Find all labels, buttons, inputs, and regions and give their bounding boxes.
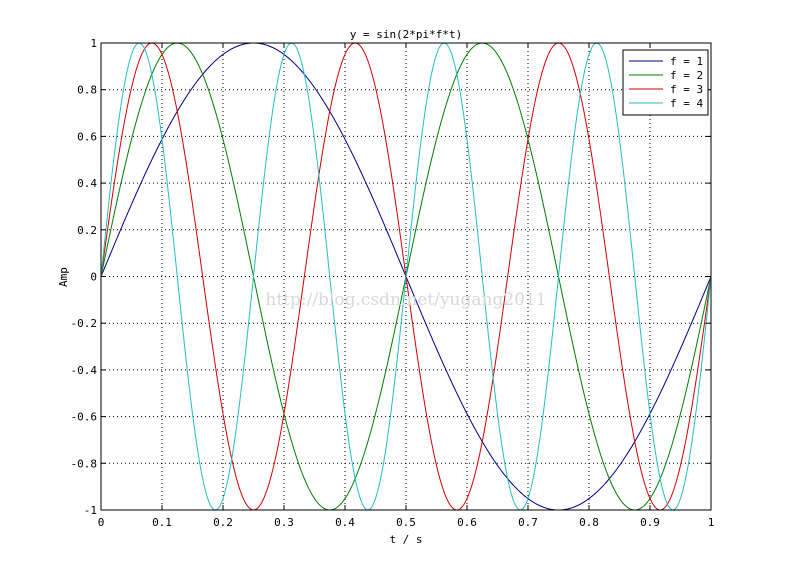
- y-tick-label: -0.8: [71, 457, 98, 470]
- chart-title: y = sin(2*pi*f*t): [350, 28, 463, 41]
- x-tick-label: 0.5: [396, 516, 416, 529]
- y-tick-label: 0.8: [77, 84, 97, 97]
- x-tick-label: 0.6: [457, 516, 477, 529]
- y-tick-label: 0.4: [77, 177, 97, 190]
- legend-label-f4: f = 4: [670, 97, 703, 110]
- y-tick-label: -0.2: [71, 317, 98, 330]
- y-tick-label: 0.2: [77, 224, 97, 237]
- series-lines: [100, 42, 712, 511]
- x-tick-label: 0.2: [213, 516, 233, 529]
- y-axis-label: Amp: [57, 267, 70, 287]
- x-tick-label: 0: [98, 516, 105, 529]
- x-tick-label: 0.1: [152, 516, 172, 529]
- x-axis-label: t / s: [389, 533, 422, 546]
- y-tick-label: -1: [84, 504, 97, 517]
- legend: f = 1f = 2f = 3f = 4: [622, 49, 709, 116]
- x-tick-label: 0.8: [579, 516, 599, 529]
- y-tick-label: -0.6: [71, 411, 98, 424]
- y-tick-label: 1: [90, 37, 97, 50]
- y-tick-label: 0: [90, 271, 97, 284]
- y-tick-label: 0.6: [77, 130, 97, 143]
- legend-label-f1: f = 1: [670, 55, 703, 68]
- x-tick-label: 0.9: [640, 516, 660, 529]
- ticks: 0 0.1 0.2 0.3 0.4 0.5 0.6 0.7 0.8 0.9 1 -1 -0.8 -0.6 -…: [71, 37, 715, 529]
- x-tick-label: 0.3: [274, 516, 294, 529]
- legend-label-f2: f = 2: [670, 69, 703, 82]
- watermark-text: http://blog.csdn.net/yugang2011: [265, 290, 546, 310]
- x-tick-label: 0.4: [335, 516, 355, 529]
- legend-label-f3: f = 3: [670, 83, 703, 96]
- x-tick-label: 1: [708, 516, 715, 529]
- x-tick-label: 0.7: [518, 516, 538, 529]
- y-tick-label: -0.4: [71, 364, 98, 377]
- series-line-f4: [100, 42, 712, 511]
